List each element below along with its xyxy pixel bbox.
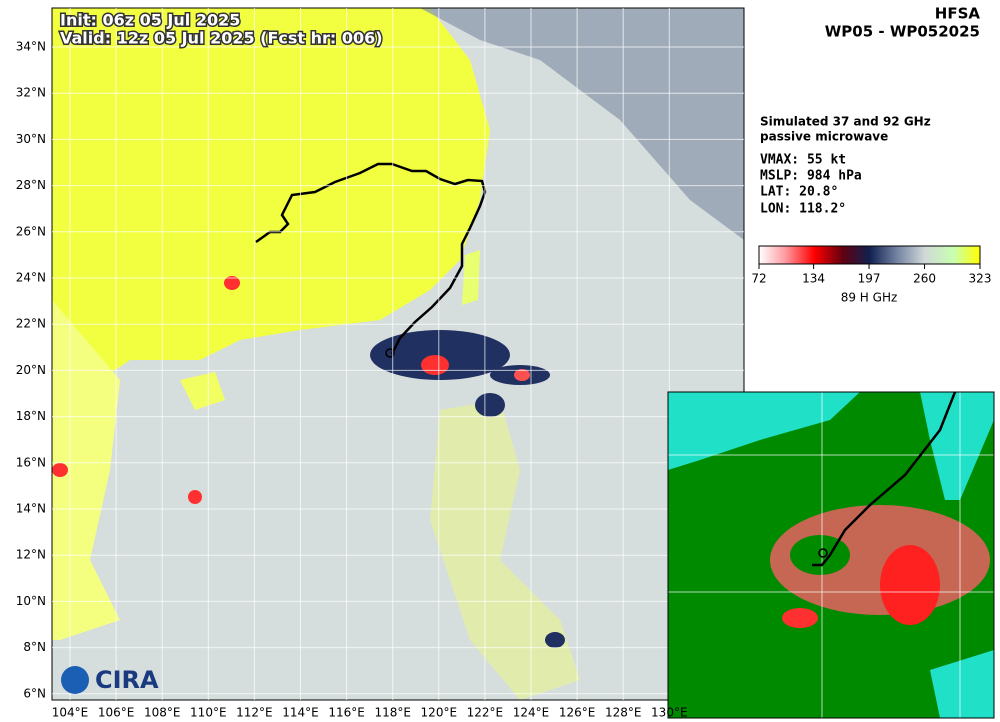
- lon-label: 126°E: [559, 706, 596, 720]
- lon-label: 120°E: [421, 706, 458, 720]
- model-name: HFSA: [935, 5, 981, 23]
- lon-label: 118°E: [374, 706, 411, 720]
- lon: LON: 118.2°: [760, 202, 846, 217]
- colorbar-ticks: 72 134 197 260 323: [751, 264, 991, 286]
- storm-id: WP05 - WP052025: [825, 23, 980, 41]
- grid: [52, 8, 744, 700]
- lon-label: 130°E: [651, 706, 688, 720]
- lat-label: 10°N: [16, 594, 46, 608]
- lon-label: 116°E: [328, 706, 365, 720]
- lat-label: 22°N: [16, 317, 46, 331]
- product: Simulated 37 and 92 GHz: [760, 115, 931, 129]
- lon-label: 106°E: [98, 706, 135, 720]
- lon-label: 122°E: [467, 706, 504, 720]
- product: passive microwave: [760, 130, 888, 144]
- convection: [52, 276, 565, 648]
- vmax: VMAX: 55 kt: [760, 153, 846, 168]
- colorbar-tick-label: 134: [802, 272, 825, 286]
- colorbar-label: 89 H GHz: [841, 291, 898, 305]
- lat-label: 16°N: [16, 455, 46, 469]
- colorbar: [758, 245, 981, 265]
- colorbar-tick-label: 72: [751, 272, 766, 286]
- lon-label: 114°E: [282, 706, 319, 720]
- colorbar-tick-label: 197: [858, 272, 881, 286]
- lat-label: 34°N: [16, 40, 46, 54]
- lat-label: 28°N: [16, 178, 46, 192]
- lon-label: 128°E: [605, 706, 642, 720]
- lat-label: 24°N: [16, 271, 46, 285]
- lat-label: 30°N: [16, 132, 46, 146]
- logo-text: CIRA: [95, 666, 159, 694]
- lat-label: 26°N: [16, 224, 46, 238]
- init-time: Init: 06z 05 Jul 2025: [60, 11, 240, 30]
- lat-label: 20°N: [16, 363, 46, 377]
- lon-label: 124°E: [513, 706, 550, 720]
- inset-map: [668, 392, 994, 718]
- colorbar-tick-label: 323: [969, 272, 992, 286]
- colorbar-tick-label: 260: [913, 272, 936, 286]
- lat: LAT: 20.8°: [760, 185, 838, 200]
- logo: CIRA: [61, 666, 159, 694]
- lat-label: 14°N: [16, 502, 46, 516]
- lat-label: 6°N: [23, 686, 46, 700]
- lon-label: 108°E: [144, 706, 181, 720]
- lon-label: 110°E: [190, 706, 227, 720]
- mslp: MSLP: 984 hPa: [760, 169, 862, 184]
- lat-label: 32°N: [16, 86, 46, 100]
- lon-label: 104°E: [52, 706, 89, 720]
- lat-label: 8°N: [23, 640, 46, 654]
- valid-time: Valid: 12z 05 Jul 2025 (Fcst hr: 006): [60, 29, 383, 48]
- main-map: [52, 8, 744, 700]
- lat-label: 12°N: [16, 548, 46, 562]
- lon-label: 112°E: [236, 706, 273, 720]
- lat-label: 18°N: [16, 409, 46, 423]
